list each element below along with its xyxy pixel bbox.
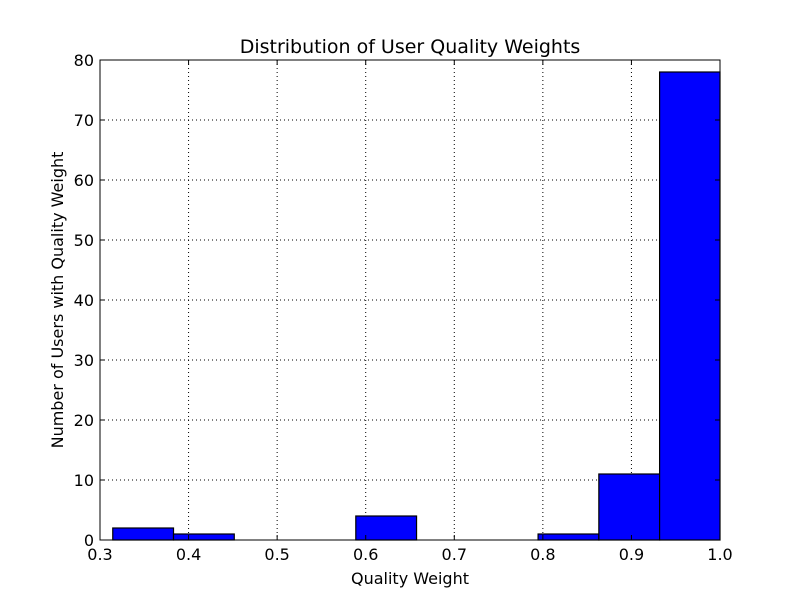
x-tick-label: 0.7 xyxy=(442,545,467,564)
y-tick-labels: 0 10 20 30 40 50 60 70 80 xyxy=(74,51,94,550)
histogram-bar xyxy=(112,527,175,541)
y-tick-label: 40 xyxy=(74,291,94,310)
x-axis-label: Quality Weight xyxy=(351,569,469,588)
y-axis-label: Number of Users with Quality Weight xyxy=(48,152,67,449)
histogram-bar xyxy=(598,473,661,541)
x-tick-label: 0.8 xyxy=(530,545,555,564)
histogram-bars xyxy=(112,71,721,541)
axis-ticks xyxy=(99,59,721,541)
y-tick-label: 70 xyxy=(74,111,94,130)
histogram-bar xyxy=(537,533,600,541)
x-tick-label: 1.0 xyxy=(707,545,732,564)
y-tick-label: 60 xyxy=(74,171,94,190)
x-tick-label: 0.5 xyxy=(264,545,289,564)
x-tick-label: 0.3 xyxy=(87,545,112,564)
y-tick-label: 0 xyxy=(84,531,94,550)
x-tick-label: 0.9 xyxy=(619,545,644,564)
grid-lines xyxy=(99,59,721,541)
histogram-bar xyxy=(658,71,721,541)
y-tick-label: 20 xyxy=(74,411,94,430)
y-tick-label: 50 xyxy=(74,231,94,250)
y-tick-label: 30 xyxy=(74,351,94,370)
chart-title: Distribution of User Quality Weights xyxy=(240,36,581,58)
histogram-bar xyxy=(355,515,418,541)
histogram-bar xyxy=(172,533,235,541)
x-tick-label: 0.4 xyxy=(176,545,201,564)
x-tick-label: 0.6 xyxy=(353,545,378,564)
x-tick-labels: 0.3 0.4 0.5 0.6 0.7 0.8 0.9 1.0 xyxy=(87,545,732,564)
y-tick-label: 10 xyxy=(74,471,94,490)
y-tick-label: 80 xyxy=(74,51,94,70)
